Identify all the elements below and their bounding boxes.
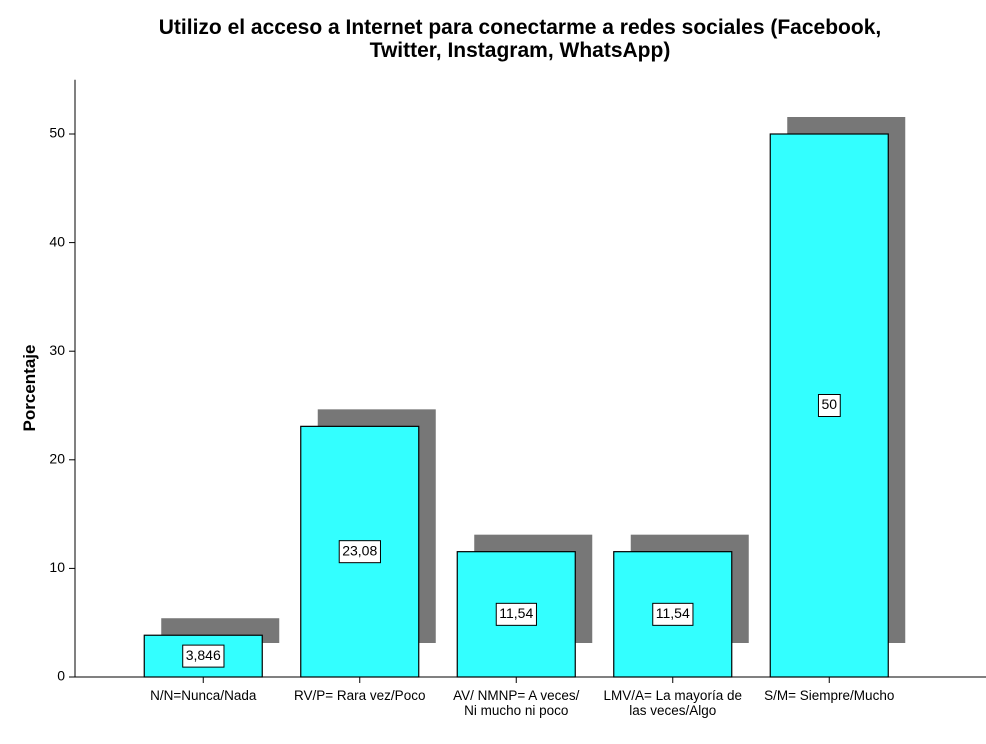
x-tick-label: N/N=Nunca/Nada bbox=[150, 688, 257, 703]
chart-title: Utilizo el acceso a Internet para conect… bbox=[158, 16, 882, 62]
x-tick-label: AV/ NMNP= A veces/ Ni mucho ni poco bbox=[453, 688, 580, 718]
value-label-box bbox=[495, 602, 537, 626]
x-tick-label: S/M= Siempre/Mucho bbox=[764, 688, 895, 703]
value-label: 11,54 bbox=[499, 605, 533, 621]
y-tick-label: 50 bbox=[49, 125, 65, 141]
value-label: 3,846 bbox=[186, 647, 221, 663]
y-tick-label: 20 bbox=[49, 451, 65, 467]
x-tick-label: RV/P= Rara vez/Poco bbox=[294, 688, 426, 703]
value-label-box bbox=[338, 540, 381, 564]
y-tick-label: 10 bbox=[49, 559, 65, 575]
bar bbox=[613, 551, 733, 678]
y-tick-label: 0 bbox=[57, 668, 65, 684]
value-label-box bbox=[652, 602, 694, 626]
value-label: 50 bbox=[821, 396, 837, 412]
value-label-box bbox=[817, 394, 841, 417]
y-tick-label: 30 bbox=[49, 342, 65, 358]
value-label: 11,54 bbox=[656, 605, 690, 621]
value-label-box bbox=[182, 644, 225, 668]
y-tick-label: 40 bbox=[49, 233, 65, 249]
value-label: 23,08 bbox=[342, 542, 377, 558]
x-tick-label: LMV/A= La mayoría de las veces/Algo bbox=[603, 688, 742, 718]
